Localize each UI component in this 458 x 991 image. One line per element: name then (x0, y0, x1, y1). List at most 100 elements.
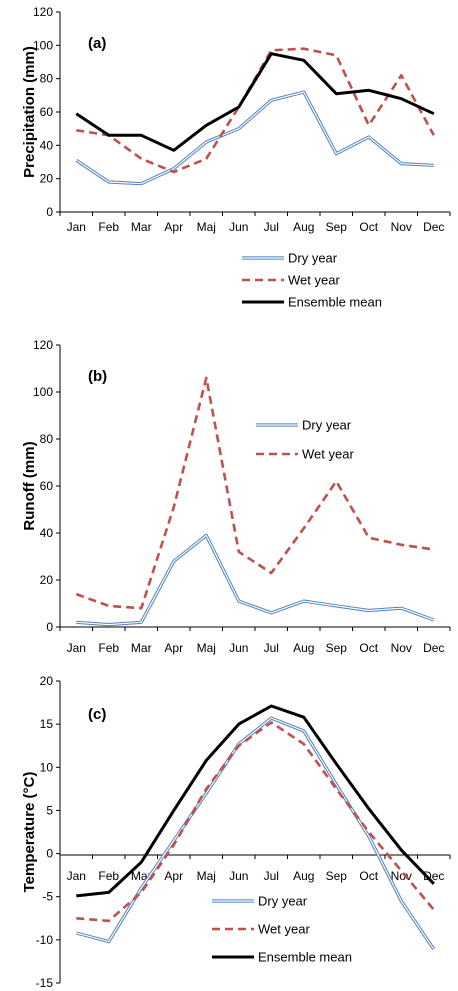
data-point-mean (237, 723, 240, 726)
x-tick-label-jun: Jun (229, 869, 248, 883)
data-point-wet (335, 480, 338, 483)
data-point-mean (367, 807, 370, 810)
x-tick-label-nov: Nov (391, 869, 412, 883)
x-tick-label-oct: Oct (359, 869, 378, 883)
data-point-mean (205, 759, 208, 762)
data-point-dry (335, 152, 338, 155)
series-line-wet (76, 47, 435, 174)
series-wet (75, 376, 435, 610)
data-point-wet (302, 47, 305, 50)
data-point-wet (172, 171, 175, 174)
data-point-dry (75, 931, 78, 934)
precipitation-chart: 0 20 40 60 80 100 120 Jan Feb Mar Apr Maj Jun Jul Aug S… (21, 5, 451, 310)
x-tick-label-apr: Apr (164, 220, 183, 234)
data-point-mean (335, 92, 338, 95)
data-point-dry (270, 611, 273, 614)
data-point-wet (107, 919, 110, 922)
data-point-wet (302, 527, 305, 530)
legend-item-mean: Ensemble mean (242, 295, 382, 310)
runoff-chart: 0 20 40 60 80 100 120 Jan Feb Mar Apr Maj Jun Jul Aug S… (21, 338, 451, 655)
data-point-dry (432, 618, 435, 621)
data-point-wet (335, 54, 338, 57)
data-point-wet (335, 787, 338, 790)
data-point-dry (302, 91, 305, 94)
y-tick-label: 5 (46, 803, 53, 817)
series-dry (75, 716, 436, 951)
data-point-dry (140, 182, 143, 185)
data-point-wet (107, 604, 110, 607)
series-line-wet (75, 376, 434, 610)
data-point-mean (302, 716, 305, 719)
y-tick-label: 100 (33, 38, 53, 52)
data-point-mean (140, 134, 143, 137)
x-tick-label-aug: Aug (293, 220, 314, 234)
panel-label: (c) (88, 706, 106, 723)
y-tick-label: 120 (33, 5, 53, 19)
data-point-mean (400, 849, 403, 852)
data-point-mean (140, 861, 143, 864)
y-tick-label: 60 (40, 479, 54, 493)
data-point-mean (400, 97, 403, 100)
panel-label: (b) (88, 368, 107, 385)
x-tick-label-mar: Mar (131, 641, 152, 655)
y-tick-label: 80 (40, 72, 54, 86)
series-mean (75, 52, 435, 152)
data-point-mean (335, 762, 338, 765)
y-tick-label: 0 (46, 847, 53, 861)
x-tick-label-dec: Dec (423, 641, 444, 655)
data-point-wet (205, 376, 208, 379)
legend-label-wet: Wet year (288, 273, 340, 288)
x-tick-label-maj: Maj (197, 220, 216, 234)
y-tick-label: 0 (46, 205, 53, 219)
legend-item-wet: Wet year (242, 273, 340, 288)
data-point-wet (205, 787, 208, 790)
legend-label-mean: Ensemble mean (258, 950, 352, 965)
data-point-wet (140, 891, 143, 894)
data-point-mean (172, 149, 175, 152)
data-point-dry (367, 609, 370, 612)
series-line-mean (76, 704, 435, 898)
panel-label: (a) (88, 35, 106, 52)
data-point-wet (432, 548, 435, 551)
data-point-dry (172, 167, 175, 170)
y-tick-label: 40 (40, 526, 54, 540)
series-line-dry-inner (76, 534, 435, 626)
data-point-mean (270, 52, 273, 55)
legend-label-dry: Dry year (288, 251, 338, 266)
x-tick-label-apr: Apr (164, 869, 183, 883)
data-point-wet (172, 506, 175, 509)
data-point-mean (107, 134, 110, 137)
series-wet (76, 47, 435, 174)
legend-item-wet: Wet year (256, 447, 354, 462)
data-point-wet (140, 157, 143, 160)
x-tick-label-jan: Jan (67, 641, 86, 655)
y-tick-label: 15 (40, 717, 54, 731)
x-tick-label-nov: Nov (391, 641, 412, 655)
x-tick-label-jan: Jan (67, 869, 86, 883)
data-point-mean (432, 112, 435, 115)
data-point-wet (302, 742, 305, 745)
y-tick-label: 40 (40, 138, 54, 152)
x-tick-label-aug: Aug (293, 869, 314, 883)
x-tick-label-oct: Oct (359, 220, 378, 234)
data-point-wet (367, 831, 370, 834)
y-tick-label: 120 (33, 338, 53, 352)
legend-item-dry: Dry year (212, 894, 308, 909)
data-point-mean (75, 112, 78, 115)
data-point-dry (107, 940, 110, 943)
y-tick-label: 60 (40, 105, 54, 119)
data-point-dry (432, 164, 435, 167)
series-dry (75, 90, 435, 186)
data-point-dry (270, 717, 273, 720)
data-point-dry (205, 141, 208, 144)
y-tick-label: 20 (40, 674, 54, 688)
legend-label-mean: Ensemble mean (288, 295, 382, 310)
series-line-dry-outer (75, 716, 436, 951)
data-point-dry (140, 621, 143, 624)
data-point-dry (205, 534, 208, 537)
legend-label-dry: Dry year (258, 894, 308, 909)
y-tick-label: -5 (42, 890, 53, 904)
series-dry (76, 533, 435, 627)
